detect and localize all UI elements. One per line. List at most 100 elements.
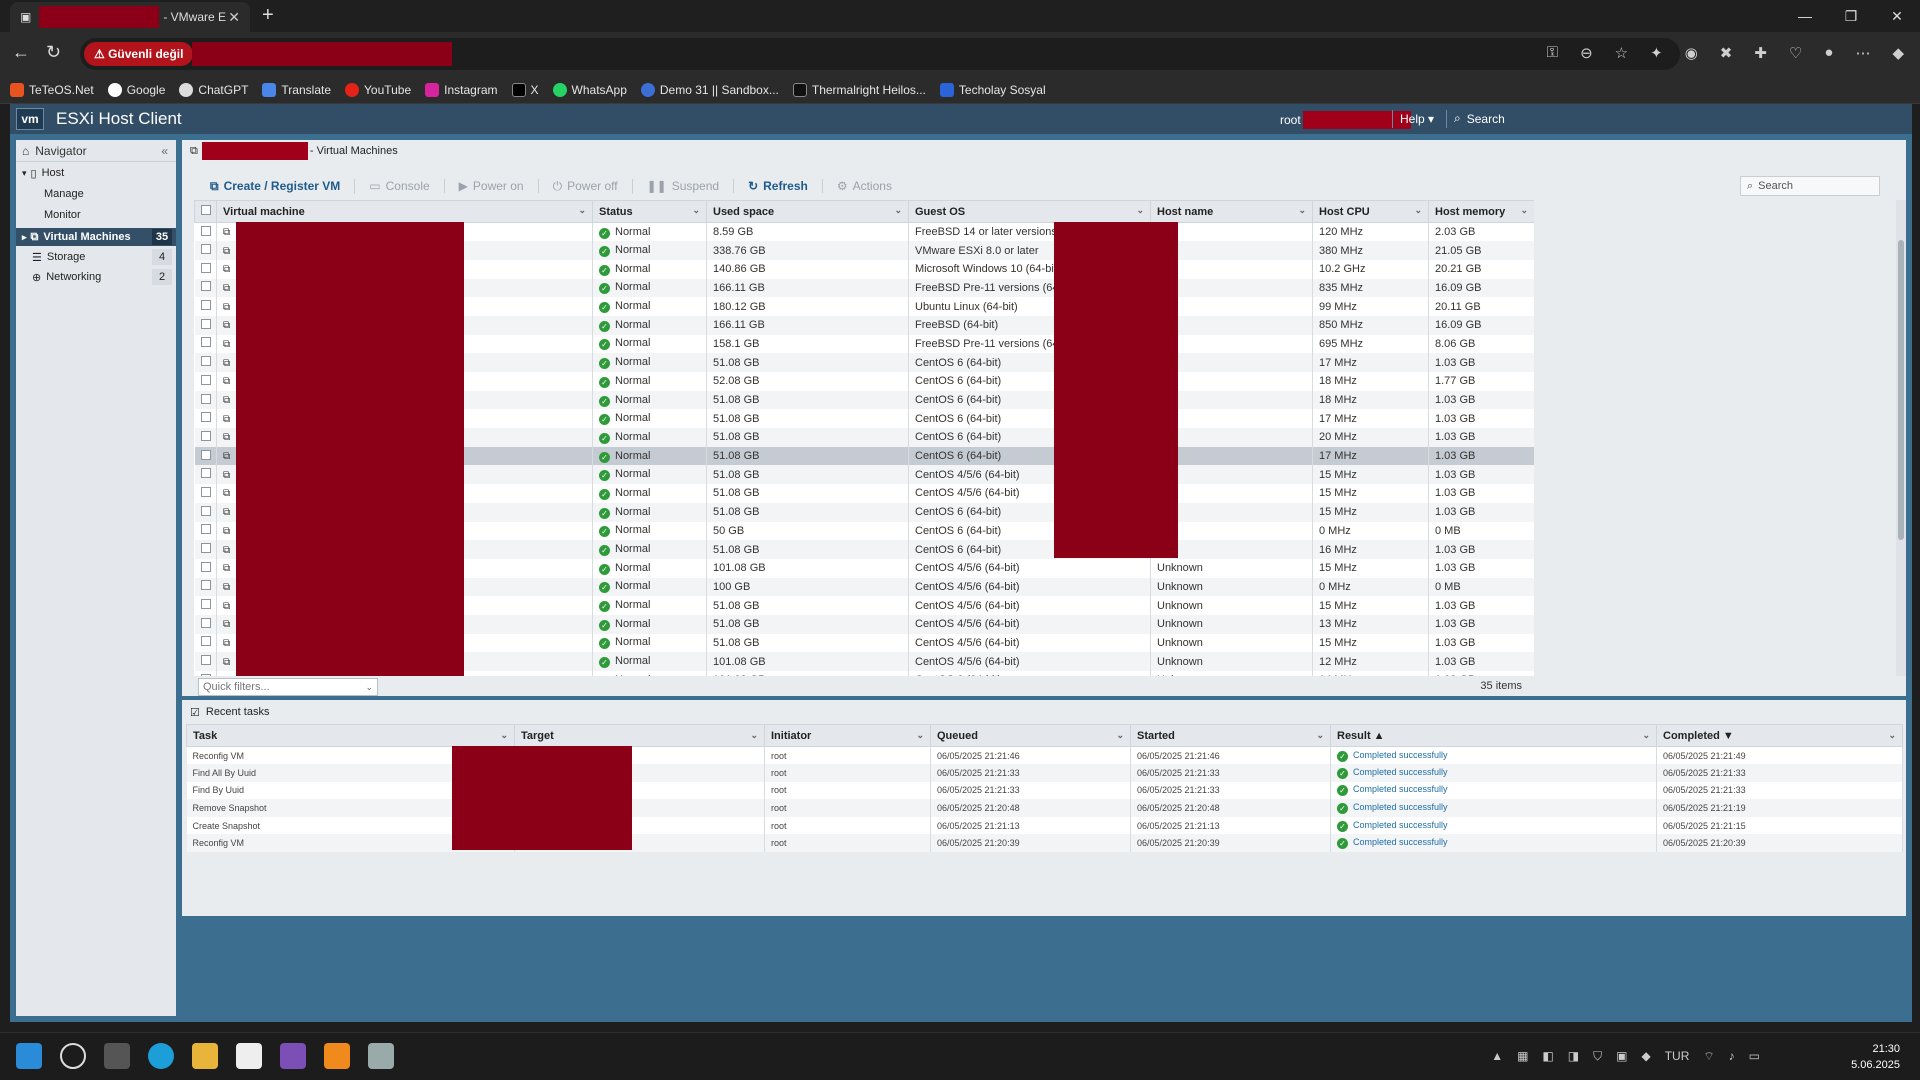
power-off-button[interactable]: ⏻ Power off	[539, 178, 633, 194]
result-cell[interactable]: ✓ Completed successfully	[1330, 799, 1657, 817]
zoom-icon[interactable]: ⊖	[1580, 45, 1593, 62]
quick-filters-select[interactable]: Quick filters... ⌄	[198, 678, 378, 696]
row-checkbox[interactable]	[194, 390, 217, 410]
extension2-icon[interactable]: ✖	[1719, 45, 1733, 62]
column-header[interactable]: Target ⌄	[514, 724, 765, 747]
column-header[interactable]: Virtual machine ⌄	[216, 200, 593, 223]
search-icon[interactable]	[60, 1043, 86, 1069]
column-header[interactable]: Used space ⌄	[706, 200, 909, 223]
row-checkbox[interactable]	[194, 652, 217, 671]
copilot-icon[interactable]: ◆	[1892, 45, 1904, 62]
nav-item-storage[interactable]: ☰ Storage 4	[16, 248, 176, 266]
vlc-tray-icon[interactable]: ▲	[1491, 1049, 1504, 1063]
actions-button[interactable]: ⚙ Actions	[836, 179, 892, 193]
table-row[interactable]: ⧉ ✓ Normal 180.12 GB Ubuntu Linux (64-bit) 99…	[194, 297, 1534, 316]
row-checkbox[interactable]	[194, 353, 217, 372]
bookmark-item[interactable]: Techolay Sosyal	[939, 82, 1046, 97]
table-row[interactable]: Find By Uuid root 06/05/2025 21:21:33 06/05…	[186, 781, 1903, 800]
nav-item-host[interactable]: ▾ ▯ Host	[22, 167, 65, 180]
create-register-vm-button[interactable]: ⧉ Create / Register VM	[196, 178, 356, 194]
table-row[interactable]: Reconfig VM root 06/05/2025 21:21:46 06/05/…	[186, 746, 1903, 765]
battery-icon[interactable]: ▭	[1748, 1049, 1760, 1063]
key-icon[interactable]: ⚿	[1546, 44, 1559, 61]
table-row[interactable]: Create Snapshot root 06/05/2025 21:21:13 06…	[186, 816, 1903, 835]
header-search[interactable]: ⌕ Search	[1454, 111, 1505, 126]
column-header[interactable]: Queued ⌄	[930, 724, 1131, 747]
security-badge[interactable]: ⚠ Güvenli değil	[84, 42, 194, 66]
language-indicator[interactable]: TUR	[1664, 1049, 1690, 1063]
vlc-icon[interactable]	[324, 1043, 350, 1069]
bookmark-item[interactable]: YouTube	[345, 82, 411, 97]
scrollbar-thumb[interactable]	[1898, 240, 1904, 540]
profile-icon[interactable]: ●	[1824, 44, 1834, 61]
bookmark-item[interactable]: TeTeOS.Net	[10, 82, 94, 97]
collapse-icon[interactable]: «	[161, 143, 168, 158]
close-window-icon[interactable]: ✕	[1891, 8, 1903, 24]
column-header[interactable]: Host CPU ⌄	[1312, 200, 1429, 223]
row-checkbox[interactable]	[194, 502, 217, 522]
bookmark-item[interactable]: Google	[107, 82, 165, 97]
bookmark-item[interactable]: X	[511, 82, 539, 97]
row-checkbox[interactable]	[194, 222, 217, 242]
row-checkbox[interactable]	[194, 259, 217, 279]
puzzle-icon[interactable]: ✚	[1754, 45, 1767, 62]
capcut-icon[interactable]	[236, 1043, 262, 1069]
bookmark-item[interactable]: WhatsApp	[552, 82, 627, 97]
nav-item-virtual-machines[interactable]: ▸ ⧉ Virtual Machines 35	[16, 228, 176, 246]
row-checkbox[interactable]	[194, 446, 217, 466]
row-checkbox[interactable]	[194, 241, 217, 260]
row-checkbox[interactable]	[194, 297, 217, 316]
row-checkbox[interactable]	[194, 484, 217, 503]
table-row[interactable]: Reconfig VM root 06/05/2025 21:20:39 06/05/…	[186, 834, 1903, 853]
row-checkbox[interactable]	[194, 409, 217, 429]
volume-icon[interactable]: ♪	[1728, 1049, 1735, 1063]
row-checkbox[interactable]	[194, 465, 217, 485]
bookmark-item[interactable]: Thermalright Heilos...	[792, 82, 926, 97]
table-row[interactable]: ⧉ ✓ Normal 51.08 GB CentOS 6 (64-bit) 18 MHz 1…	[194, 390, 1534, 410]
row-checkbox[interactable]	[194, 334, 217, 354]
suspend-button[interactable]: ❚❚ Suspend	[633, 179, 735, 193]
result-cell[interactable]: ✓ Completed successfully	[1330, 746, 1657, 765]
tray-app-icon[interactable]: ◆	[1641, 1049, 1651, 1063]
row-checkbox[interactable]	[194, 671, 217, 676]
row-checkbox[interactable]	[194, 278, 217, 298]
tray-app-icon[interactable]: ▦	[1517, 1049, 1529, 1063]
tray-app-icon[interactable]: ▣	[1616, 1049, 1628, 1063]
result-cell[interactable]: ✓ Completed successfully	[1330, 834, 1657, 853]
wifi-icon[interactable]: ⌔	[1703, 1049, 1715, 1063]
bookmark-item[interactable]: Demo 31 || Sandbox...	[640, 82, 779, 97]
restore-icon[interactable]: ❐	[1844, 8, 1858, 24]
result-cell[interactable]: ✓ Completed successfully	[1330, 816, 1657, 835]
url-box[interactable]: ⚠ Güvenli değil	[80, 38, 1680, 70]
table-row[interactable]: Remove Snapshot root 06/05/2025 21:20:48 06…	[186, 799, 1903, 817]
column-header[interactable]: Host name ⌄	[1150, 200, 1313, 223]
row-checkbox[interactable]	[194, 521, 217, 541]
row-checkbox[interactable]	[194, 428, 217, 447]
nav-item-networking[interactable]: ⊕ Networking 2	[16, 268, 176, 286]
nvidia-icon[interactable]: ◧	[1542, 1049, 1554, 1063]
row-checkbox[interactable]	[194, 540, 217, 559]
nav-item-monitor[interactable]: Monitor	[44, 209, 81, 221]
file-explorer-icon[interactable]	[192, 1043, 218, 1069]
result-cell[interactable]: ✓ Completed successfully	[1330, 764, 1657, 782]
help-menu[interactable]: Help ▾	[1400, 112, 1435, 126]
row-checkbox[interactable]	[194, 633, 217, 653]
back-icon[interactable]: ←	[12, 42, 30, 62]
row-checkbox[interactable]	[194, 372, 217, 391]
bookmark-item[interactable]: Instagram	[425, 82, 498, 97]
column-header[interactable]: Completed ▼ ⌄	[1656, 724, 1903, 747]
column-header[interactable]: Task ⌄	[186, 724, 515, 747]
app-icon[interactable]	[368, 1043, 394, 1069]
chevron-right-icon[interactable]: ▸	[22, 231, 27, 242]
reload-icon[interactable]: ↻	[46, 42, 62, 62]
vm-search-input[interactable]: ⌕ Search	[1740, 176, 1880, 196]
chevron-down-icon[interactable]: ▾	[22, 167, 27, 178]
refresh-button[interactable]: ↻ Refresh	[734, 179, 823, 193]
row-checkbox[interactable]	[194, 614, 217, 634]
table-row[interactable]: Find All By Uuid root 06/05/2025 21:21:33 0…	[186, 764, 1903, 782]
user-menu[interactable]: root	[1280, 111, 1411, 129]
nav-item-manage[interactable]: Manage	[44, 188, 84, 200]
collections-icon[interactable]: ♡	[1788, 45, 1803, 62]
column-header[interactable]: Guest OS ⌄	[908, 200, 1151, 223]
column-header[interactable]: Started ⌄	[1130, 724, 1331, 747]
